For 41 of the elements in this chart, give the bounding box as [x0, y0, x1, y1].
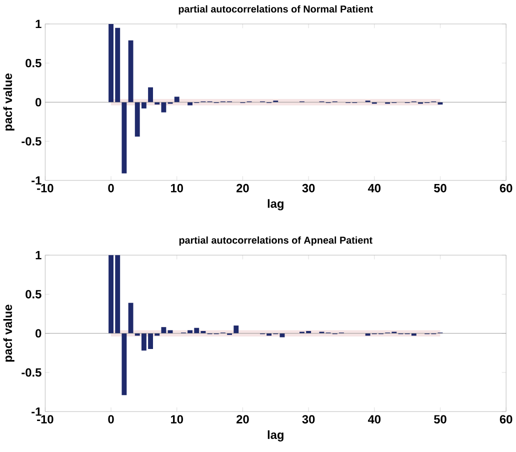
bar — [161, 326, 166, 334]
x-tick-label: 60 — [500, 184, 512, 192]
bar — [234, 325, 239, 334]
y-tick-label: 0 — [36, 98, 42, 106]
bar — [174, 96, 180, 102]
x-axis-title: lag — [268, 430, 284, 442]
x-tick-label: 20 — [236, 184, 249, 192]
y-tick-label: 1 — [36, 250, 42, 259]
y-tick-label: -0.5 — [22, 368, 42, 376]
x-tick-label: 50 — [434, 414, 446, 424]
x-tick-label: 0 — [108, 414, 114, 424]
bar — [128, 302, 134, 334]
chart-title: partial autocorrelations of Normal Patient — [178, 5, 373, 14]
x-tick-label: 10 — [171, 184, 183, 192]
x-tick-label: 40 — [368, 414, 381, 424]
y-tick-label: -0.5 — [22, 136, 42, 146]
x-tick-label: 30 — [302, 184, 315, 192]
y-tick-label: 0.5 — [26, 58, 42, 68]
bar — [122, 102, 127, 174]
y-tick-label: 1 — [36, 20, 42, 28]
x-tick-label: 0 — [108, 184, 114, 192]
bar — [168, 330, 173, 334]
bar — [148, 87, 153, 102]
x-tick-label: 50 — [434, 184, 446, 192]
y-axis-title: pacf value — [3, 304, 14, 362]
bar — [122, 333, 127, 395]
x-tick-label: -10 — [37, 414, 54, 424]
x-tick-label: -10 — [37, 184, 54, 192]
y-axis-title: pacf value — [3, 73, 14, 130]
x-tick-label: 60 — [500, 414, 512, 424]
bar — [128, 40, 134, 102]
x-tick-label: 30 — [302, 414, 315, 424]
x-tick-label: 20 — [236, 414, 249, 424]
x-tick-label: 10 — [171, 414, 183, 424]
x-axis-title: lag — [268, 198, 284, 210]
y-tick-label: 0.5 — [26, 290, 42, 298]
x-tick-label: 40 — [368, 184, 381, 192]
y-tick-label: -1 — [32, 176, 42, 184]
chart-title: partial autocorrelations of Apneal Patient — [179, 236, 372, 246]
y-tick-label: -1 — [32, 407, 42, 416]
y-tick-label: 0 — [36, 328, 42, 338]
